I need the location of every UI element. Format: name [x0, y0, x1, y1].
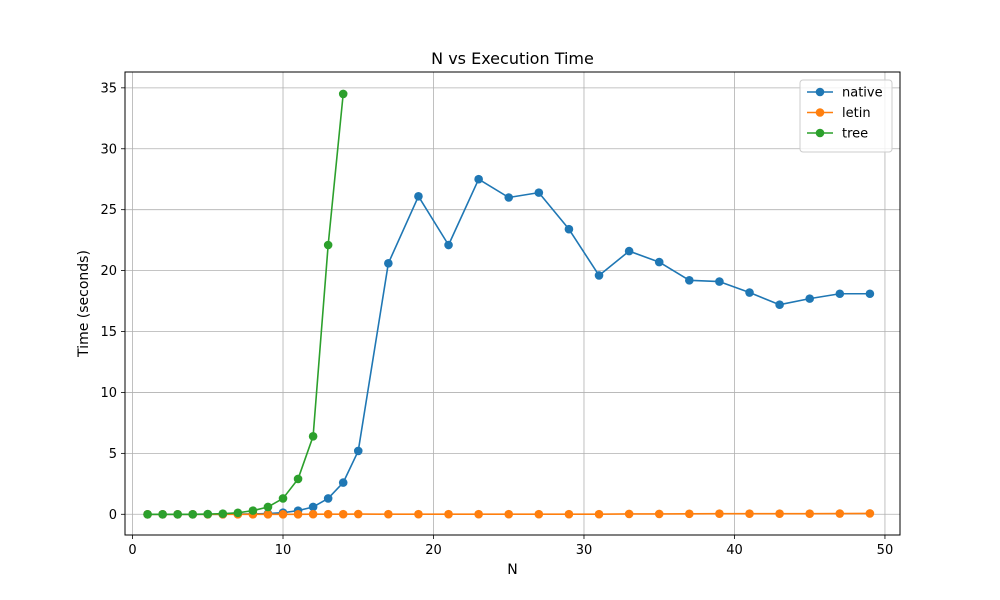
- y-axis-label: Time (seconds): [76, 250, 92, 358]
- data-point-native: [715, 277, 724, 286]
- y-tick-label: 0: [109, 508, 117, 523]
- data-point-letin: [353, 509, 363, 519]
- data-point-letin: [263, 509, 273, 519]
- data-point-letin: [685, 509, 694, 519]
- y-tick-label: 30: [100, 142, 117, 157]
- data-point-native: [323, 494, 333, 503]
- x-tick-label: 40: [726, 543, 743, 558]
- y-tick-label: 10: [100, 386, 117, 401]
- data-point-native: [474, 174, 483, 184]
- legend-marker-tree: [815, 128, 825, 138]
- data-point-letin: [594, 509, 604, 519]
- data-point-letin: [745, 509, 754, 518]
- data-point-letin: [323, 509, 333, 519]
- data-point-tree: [278, 494, 288, 503]
- data-point-letin: [308, 509, 318, 519]
- data-point-native: [504, 193, 514, 202]
- legend-marker-native: [815, 87, 825, 97]
- data-point-native: [685, 276, 694, 285]
- data-point-native: [353, 446, 363, 456]
- data-point-letin: [338, 509, 348, 519]
- data-point-tree: [233, 508, 243, 518]
- x-tick-label: 30: [576, 543, 593, 558]
- data-point-native: [564, 224, 574, 234]
- data-point-native: [775, 300, 784, 310]
- data-point-letin: [715, 509, 724, 518]
- data-point-tree: [188, 509, 198, 519]
- data-point-tree: [173, 509, 182, 519]
- data-point-native: [308, 502, 318, 512]
- data-point-native: [414, 191, 423, 201]
- data-point-tree: [263, 502, 273, 512]
- y-tick-label: 15: [100, 325, 117, 340]
- data-point-native: [444, 240, 453, 250]
- data-point-letin: [564, 509, 574, 519]
- x-tick-label: 20: [425, 543, 442, 558]
- data-point-native: [594, 271, 604, 280]
- data-point-native: [745, 288, 754, 297]
- x-tick-label: 0: [128, 543, 136, 558]
- data-point-tree: [293, 474, 303, 484]
- data-point-tree: [158, 509, 167, 519]
- series-layer: [143, 89, 875, 519]
- data-point-letin: [444, 509, 453, 519]
- data-point-native: [865, 289, 875, 299]
- data-point-letin: [534, 509, 544, 519]
- data-point-letin: [384, 509, 393, 519]
- data-point-tree: [323, 240, 333, 250]
- data-point-letin: [624, 509, 634, 519]
- chart-title: N vs Execution Time: [431, 49, 594, 68]
- grid-layer: [125, 72, 900, 535]
- data-point-native: [384, 258, 393, 268]
- ticks-layer: 0 10 20 30 40 50 0 5 10 15 20 25 30 35: [100, 81, 893, 558]
- data-point-letin: [504, 509, 514, 519]
- data-point-letin: [805, 509, 815, 518]
- legend-label-tree: tree: [842, 127, 868, 142]
- data-point-native: [534, 188, 544, 197]
- y-tick-label: 5: [109, 447, 117, 462]
- x-tick-label: 10: [275, 543, 292, 558]
- data-point-native: [654, 257, 664, 267]
- data-point-native: [338, 478, 348, 487]
- data-point-native: [835, 289, 845, 299]
- data-point-tree: [308, 432, 318, 441]
- data-point-tree: [203, 509, 213, 519]
- data-point-native: [805, 294, 815, 303]
- data-point-tree: [338, 89, 348, 99]
- legend-label-native: native: [842, 86, 883, 101]
- legend: native letin tree: [799, 79, 893, 153]
- x-axis-label: N: [507, 562, 517, 578]
- data-point-letin: [474, 509, 483, 519]
- data-point-letin: [293, 509, 303, 519]
- data-point-letin: [414, 509, 423, 519]
- data-point-letin: [835, 509, 845, 518]
- plot-frame: [124, 71, 901, 536]
- y-tick-label: 35: [100, 81, 117, 96]
- y-tick-label: 25: [100, 203, 117, 218]
- data-point-letin: [654, 509, 664, 519]
- data-point-letin: [865, 509, 875, 518]
- y-tick-label: 20: [100, 264, 117, 279]
- data-point-tree: [248, 506, 258, 515]
- legend-label-letin: letin: [842, 106, 871, 121]
- data-point-tree: [218, 509, 228, 518]
- legend-marker-letin: [815, 108, 825, 117]
- data-point-letin: [278, 509, 288, 519]
- data-point-tree: [143, 509, 152, 519]
- data-point-letin: [775, 509, 784, 518]
- data-point-native: [624, 246, 634, 256]
- x-tick-label: 50: [877, 543, 894, 558]
